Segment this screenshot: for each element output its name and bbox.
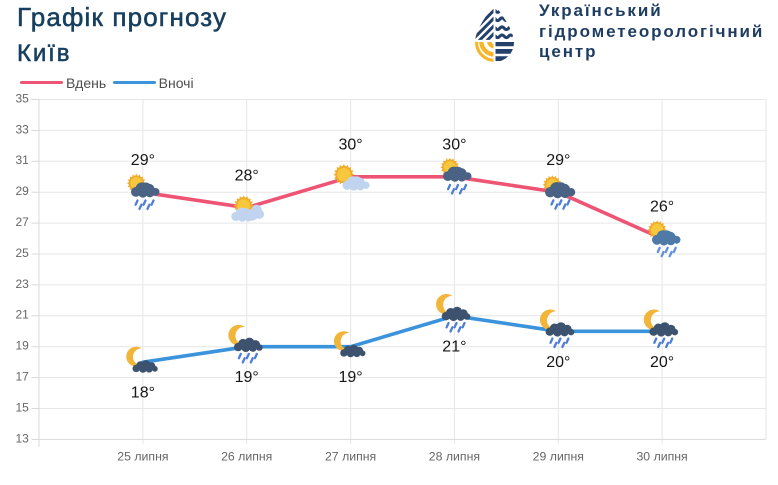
svg-text:19°: 19°	[338, 369, 362, 386]
svg-text:25: 25	[15, 246, 29, 260]
svg-text:29°: 29°	[546, 152, 570, 169]
svg-text:17: 17	[15, 370, 29, 384]
svg-text:18°: 18°	[131, 385, 155, 402]
svg-text:15: 15	[15, 400, 29, 414]
svg-text:26 липня: 26 липня	[221, 449, 272, 463]
svg-text:19: 19	[15, 339, 29, 353]
svg-text:28°: 28°	[235, 167, 259, 184]
svg-text:30 липня: 30 липня	[636, 449, 687, 463]
svg-text:29 липня: 29 липня	[533, 449, 584, 463]
svg-text:35: 35	[15, 91, 29, 105]
svg-text:19°: 19°	[235, 369, 259, 386]
svg-text:20°: 20°	[650, 354, 674, 371]
svg-text:21: 21	[15, 308, 29, 322]
svg-text:28 липня: 28 липня	[429, 449, 480, 463]
svg-text:23: 23	[15, 277, 29, 291]
svg-text:29: 29	[15, 184, 29, 198]
svg-text:33: 33	[15, 122, 29, 136]
svg-text:27: 27	[15, 215, 29, 229]
svg-text:26°: 26°	[650, 198, 674, 215]
svg-text:30°: 30°	[442, 137, 466, 154]
svg-text:27 липня: 27 липня	[325, 449, 376, 463]
svg-text:13: 13	[15, 431, 29, 445]
svg-text:30°: 30°	[338, 137, 362, 154]
svg-text:21°: 21°	[442, 338, 466, 355]
svg-text:25 липня: 25 липня	[117, 449, 168, 463]
svg-text:20°: 20°	[546, 354, 570, 371]
svg-text:29°: 29°	[131, 152, 155, 169]
svg-text:31: 31	[15, 153, 29, 167]
